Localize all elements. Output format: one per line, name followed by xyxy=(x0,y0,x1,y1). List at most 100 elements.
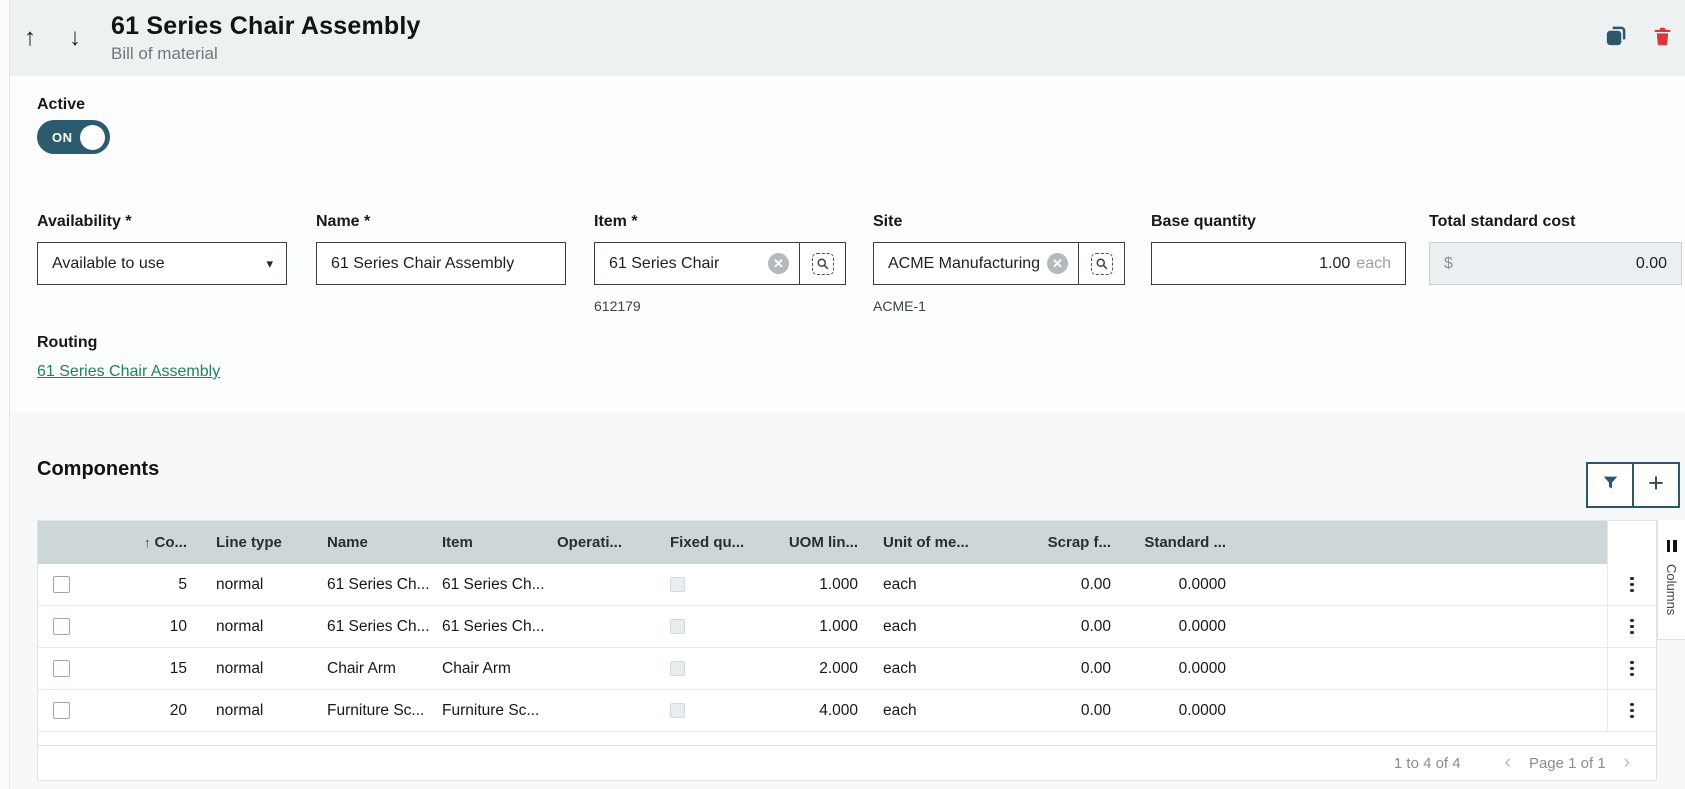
site-label: Site xyxy=(873,213,903,230)
next-page-icon[interactable]: › xyxy=(1623,752,1630,773)
pagination-page-label: Page 1 of 1 xyxy=(1528,754,1606,772)
row-menu-button[interactable] xyxy=(1607,690,1656,731)
site-input[interactable]: ACME Manufacturing ✕ xyxy=(873,242,1079,285)
cell-fixed-quantity xyxy=(661,690,786,731)
row-checkbox[interactable] xyxy=(53,618,70,635)
table-header-row: ↑ Co... Line type Name Item Operati... F… xyxy=(38,521,1656,564)
total-standard-cost-field: Total standard cost $ 0.00 xyxy=(1429,213,1682,285)
cell-fixed-quantity xyxy=(661,564,786,605)
cell-unit-of-measure: each xyxy=(883,617,917,635)
columns-panel-icon xyxy=(1666,540,1677,552)
name-value: 61 Series Chair Assembly xyxy=(331,254,515,272)
header-component[interactable]: ↑ Co... xyxy=(111,521,201,564)
add-row-button[interactable]: + xyxy=(1634,464,1678,506)
header-unit-of-measure[interactable]: Unit of me... xyxy=(883,534,969,551)
cell-scrap-factor: 0.00 xyxy=(1080,659,1111,677)
previous-page-icon[interactable]: ‹ xyxy=(1504,752,1511,773)
cell-fixed-quantity xyxy=(661,606,786,647)
header-item[interactable]: Item xyxy=(442,534,473,551)
duplicate-button[interactable] xyxy=(1603,26,1627,50)
cell-line-type: normal xyxy=(216,575,264,593)
filter-button[interactable] xyxy=(1588,464,1632,506)
cell-scrap-factor: 0.00 xyxy=(1080,575,1111,593)
cell-name: Chair Arm xyxy=(327,659,396,677)
cell-item: Chair Arm xyxy=(442,659,511,677)
kebab-menu-icon xyxy=(1630,660,1634,677)
cell-uom-line: 1.000 xyxy=(819,617,858,635)
item-value: 61 Series Chair xyxy=(609,254,720,272)
base-quantity-value: 1.00 xyxy=(1319,254,1351,272)
row-checkbox[interactable] xyxy=(53,576,70,593)
base-quantity-input[interactable]: 1.00 each xyxy=(1151,242,1406,285)
header-select-column xyxy=(38,521,111,564)
table-row[interactable]: 20 normal Furniture Sc... Furniture Sc..… xyxy=(38,690,1656,732)
next-record-button[interactable]: ↓ xyxy=(69,24,81,51)
cell-line-type: normal xyxy=(216,617,264,635)
name-input[interactable]: 61 Series Chair Assembly xyxy=(316,242,566,285)
cell-standard: 0.0000 xyxy=(1178,617,1226,635)
item-clear-icon[interactable]: ✕ xyxy=(768,253,789,274)
components-section-title: Components xyxy=(37,458,160,480)
row-select-cell xyxy=(38,690,111,731)
header-scrap-factor[interactable]: Scrap f... xyxy=(1047,534,1111,551)
routing-label: Routing xyxy=(37,334,98,351)
row-menu-button[interactable] xyxy=(1607,564,1656,605)
columns-panel-tab[interactable]: Columns xyxy=(1657,520,1685,640)
header-standard[interactable]: Standard ... xyxy=(1144,534,1226,551)
active-toggle[interactable]: ON xyxy=(37,120,110,154)
availability-select[interactable]: Available to use ▾ xyxy=(37,242,287,285)
table-row[interactable]: 10 normal 61 Series Ch... 61 Series Ch..… xyxy=(38,606,1656,648)
toggle-on-label: ON xyxy=(52,129,73,145)
row-select-cell xyxy=(38,606,111,647)
total-standard-cost-value: 0.00 xyxy=(1635,254,1667,272)
collapsed-nav-strip xyxy=(0,0,10,789)
site-lookup-icon xyxy=(1090,252,1113,275)
cell-operation xyxy=(551,690,661,731)
kebab-menu-icon xyxy=(1630,618,1634,635)
cell-line-type: normal xyxy=(216,659,264,677)
cell-unit-of-measure: each xyxy=(883,701,917,719)
cell-fixed-quantity xyxy=(661,648,786,689)
cell-unit-of-measure: each xyxy=(883,659,917,677)
header-line-type[interactable]: Line type xyxy=(216,534,282,551)
availability-label: Availability * xyxy=(37,213,132,230)
row-checkbox[interactable] xyxy=(53,660,70,677)
site-field: Site ACME Manufacturing ✕ ACME-1 xyxy=(873,213,1125,314)
routing-link[interactable]: 61 Series Chair Assembly xyxy=(37,363,221,380)
item-label: Item * xyxy=(594,213,638,230)
header-name[interactable]: Name xyxy=(327,534,368,551)
fixed-quantity-checkbox xyxy=(670,703,685,718)
sort-ascending-icon: ↑ xyxy=(144,535,151,550)
cell-uom-line: 4.000 xyxy=(819,701,858,719)
row-menu-button[interactable] xyxy=(1607,648,1656,689)
cell-standard: 0.0000 xyxy=(1178,659,1226,677)
item-lookup-button[interactable] xyxy=(800,242,846,285)
row-checkbox[interactable] xyxy=(53,702,70,719)
cell-name: 61 Series Ch... xyxy=(327,575,430,593)
components-table: ↑ Co... Line type Name Item Operati... F… xyxy=(37,520,1657,781)
kebab-menu-icon xyxy=(1630,702,1634,719)
previous-record-button[interactable]: ↑ xyxy=(24,24,36,51)
page-subtitle: Bill of material xyxy=(111,44,218,63)
cell-scrap-factor: 0.00 xyxy=(1080,617,1111,635)
cell-uom-line: 2.000 xyxy=(819,659,858,677)
total-standard-cost-label: Total standard cost xyxy=(1429,213,1576,230)
table-pagination: 1 to 4 of 4 ‹ Page 1 of 1 › xyxy=(38,745,1656,780)
site-lookup-button[interactable] xyxy=(1079,242,1125,285)
row-menu-button[interactable] xyxy=(1607,606,1656,647)
cell-component: 20 xyxy=(169,701,187,719)
cell-scrap-factor: 0.00 xyxy=(1080,701,1111,719)
item-helper-text: 612179 xyxy=(594,298,641,314)
page-title: 61 Series Chair Assembly xyxy=(111,12,421,40)
table-row[interactable]: 15 normal Chair Arm Chair Arm 2.000 each… xyxy=(38,648,1656,690)
cell-item: Furniture Sc... xyxy=(442,701,540,719)
item-input[interactable]: 61 Series Chair ✕ xyxy=(594,242,800,285)
cell-name: Furniture Sc... xyxy=(327,701,425,719)
header-fixed-quantity[interactable]: Fixed qu... xyxy=(670,534,745,551)
header-uom-line[interactable]: UOM lin... xyxy=(788,534,858,551)
site-clear-icon[interactable]: ✕ xyxy=(1047,253,1068,274)
delete-button[interactable] xyxy=(1650,26,1674,50)
header-operation[interactable]: Operati... xyxy=(557,534,623,551)
cell-component: 10 xyxy=(169,617,187,635)
table-row[interactable]: 5 normal 61 Series Ch... 61 Series Ch...… xyxy=(38,564,1656,606)
